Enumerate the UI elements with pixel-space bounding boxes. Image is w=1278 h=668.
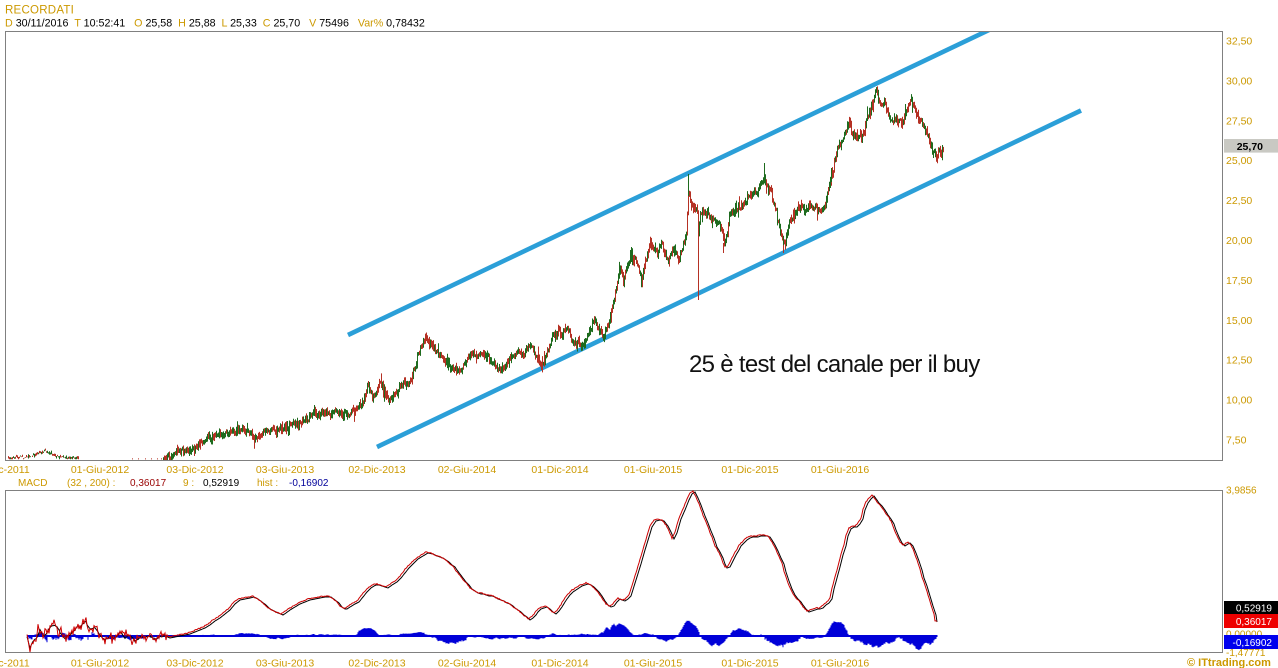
svg-text:17,50: 17,50 xyxy=(1226,275,1252,287)
svg-text:01-Giu-2015: 01-Giu-2015 xyxy=(624,464,683,476)
svg-text:D 30/11/2016 T 10:52:41 O 2: D 30/11/2016 T 10:52:41 O 25,58 H 25,88 … xyxy=(5,18,425,30)
svg-text:03-Dic-2012: 03-Dic-2012 xyxy=(166,464,223,476)
svg-text:32,50: 32,50 xyxy=(1226,36,1252,48)
svg-text:03-Dic-2012: 03-Dic-2012 xyxy=(166,658,223,668)
svg-text:02-Giu-2014: 02-Giu-2014 xyxy=(438,658,497,668)
svg-text:01-Giu-2012: 01-Giu-2012 xyxy=(71,658,130,668)
svg-text:01-Dic-2015: 01-Dic-2015 xyxy=(721,464,778,476)
svg-text:02-Dic-2013: 02-Dic-2013 xyxy=(348,464,405,476)
svg-text:01-Dic-2015: 01-Dic-2015 xyxy=(721,658,778,668)
svg-text:15,00: 15,00 xyxy=(1226,315,1252,327)
svg-text:01-Dic-2014: 01-Dic-2014 xyxy=(531,464,588,476)
svg-text:7,50: 7,50 xyxy=(1226,435,1247,447)
svg-text:01-Giu-2012: 01-Giu-2012 xyxy=(71,464,130,476)
svg-text:22,50: 22,50 xyxy=(1226,195,1252,207)
svg-text:ic-2011: ic-2011 xyxy=(0,464,30,476)
svg-text:25,70: 25,70 xyxy=(1237,141,1263,153)
svg-text:9 :: 9 : xyxy=(183,478,194,489)
svg-text:10,00: 10,00 xyxy=(1226,395,1252,407)
svg-text:02-Giu-2014: 02-Giu-2014 xyxy=(438,464,497,476)
svg-text:27,50: 27,50 xyxy=(1226,115,1252,127)
svg-text:01-Giu-2015: 01-Giu-2015 xyxy=(624,658,683,668)
svg-text:03-Giu-2013: 03-Giu-2013 xyxy=(256,464,315,476)
svg-text:MACD: MACD xyxy=(18,478,47,489)
svg-text:12,50: 12,50 xyxy=(1226,355,1252,367)
svg-text:30,00: 30,00 xyxy=(1226,75,1252,87)
svg-text:-0,16902: -0,16902 xyxy=(289,478,329,489)
svg-text:01-Dic-2014: 01-Dic-2014 xyxy=(531,658,588,668)
svg-text:20,00: 20,00 xyxy=(1226,235,1252,247)
svg-text:01-Giu-2016: 01-Giu-2016 xyxy=(811,658,870,668)
svg-text:03-Giu-2013: 03-Giu-2013 xyxy=(256,658,315,668)
svg-text:01-Giu-2016: 01-Giu-2016 xyxy=(811,464,870,476)
svg-text:(32 , 200) :: (32 , 200) : xyxy=(67,478,115,489)
svg-text:0,36017: 0,36017 xyxy=(130,478,167,489)
svg-text:RECORDATI: RECORDATI xyxy=(5,5,74,17)
svg-text:-1,47771: -1,47771 xyxy=(1226,648,1266,659)
svg-text:-0,16902: -0,16902 xyxy=(1233,638,1273,649)
svg-text:hist :: hist : xyxy=(257,478,278,489)
svg-text:25,00: 25,00 xyxy=(1226,155,1252,167)
svg-text:0,52919: 0,52919 xyxy=(203,478,240,489)
svg-text:© ITtrading.com: © ITtrading.com xyxy=(1187,657,1271,668)
svg-text:0,36017: 0,36017 xyxy=(1236,617,1273,628)
svg-text:ic-2011: ic-2011 xyxy=(0,658,30,668)
svg-text:02-Dic-2013: 02-Dic-2013 xyxy=(348,658,405,668)
svg-text:3,9856: 3,9856 xyxy=(1226,486,1257,497)
svg-text:25 è test del canale per il bu: 25 è test del canale per il buy xyxy=(689,351,980,378)
svg-text:0,52919: 0,52919 xyxy=(1236,604,1273,615)
